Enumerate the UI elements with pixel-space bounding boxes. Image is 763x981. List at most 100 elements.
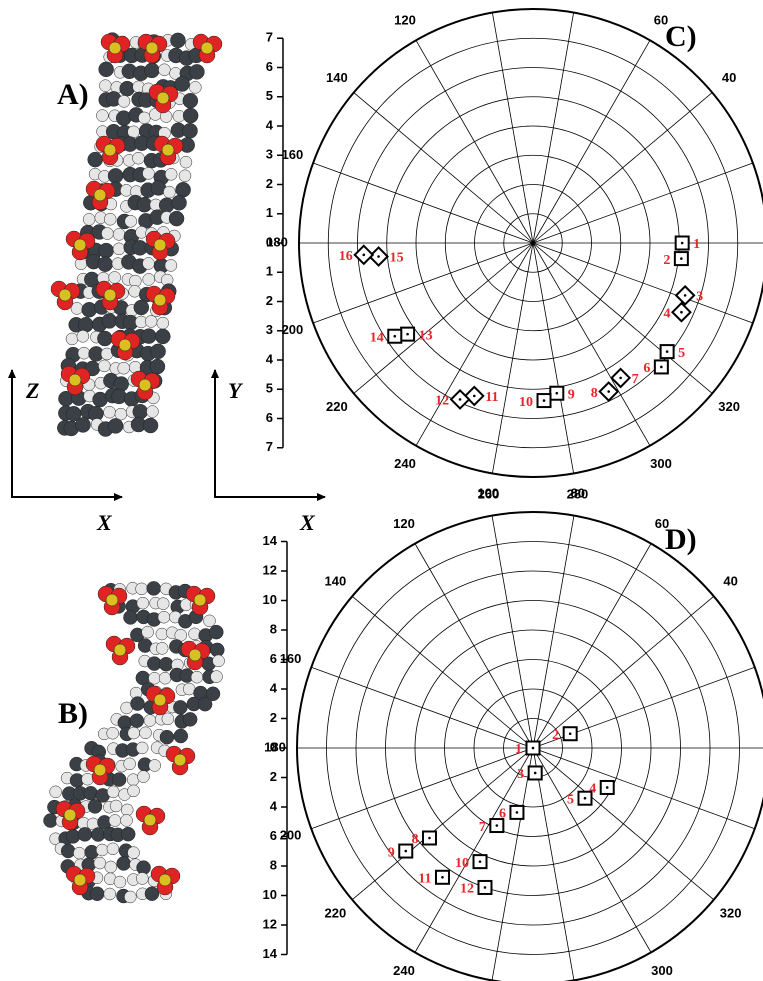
marker-dot bbox=[606, 786, 609, 789]
grid-spoke bbox=[311, 667, 533, 748]
panel-label: A) bbox=[57, 78, 89, 111]
atom bbox=[141, 329, 156, 344]
theta-tick-label: 200 bbox=[282, 322, 304, 337]
atom bbox=[140, 727, 152, 739]
atom bbox=[110, 800, 122, 812]
atom bbox=[156, 642, 168, 654]
marker-dot bbox=[607, 390, 610, 393]
theta-tick-label: 300 bbox=[650, 456, 672, 471]
radial-tick-label: 6 bbox=[270, 651, 277, 666]
marker-dot bbox=[516, 811, 519, 814]
atom bbox=[159, 874, 171, 886]
atom bbox=[64, 809, 76, 821]
atom bbox=[183, 93, 198, 108]
radial-tick-label: 5 bbox=[266, 88, 273, 103]
atom bbox=[108, 418, 123, 433]
point-label: 2 bbox=[663, 253, 670, 268]
point-label: 12 bbox=[435, 394, 449, 409]
atom bbox=[162, 713, 174, 725]
marker-dot bbox=[473, 395, 476, 398]
figure: A) B) Z X Y X C)020406080100120140160180… bbox=[0, 0, 763, 981]
radial-tick-label: 3 bbox=[266, 147, 273, 162]
point-label: 8 bbox=[591, 386, 598, 401]
theta-tick-label: 140 bbox=[326, 70, 348, 85]
page: {"figure": {"panel_a": "A)", "panel_b": … bbox=[0, 0, 763, 981]
atom bbox=[189, 649, 201, 661]
marker-dot bbox=[666, 350, 669, 353]
marker-dot bbox=[680, 257, 683, 260]
atom bbox=[139, 379, 151, 391]
marker-dot bbox=[459, 398, 462, 401]
atom bbox=[113, 228, 125, 240]
panel-label: B) bbox=[58, 697, 88, 730]
marker-dot bbox=[543, 399, 546, 402]
atom bbox=[180, 156, 192, 168]
radial-tick-label: 1 bbox=[266, 264, 273, 279]
point-label: 15 bbox=[390, 251, 404, 266]
atom bbox=[172, 195, 187, 210]
theta-tick-label: 60 bbox=[654, 13, 668, 28]
radial-tick-label: 2 bbox=[270, 710, 277, 725]
point-label: 11 bbox=[418, 872, 431, 887]
atom bbox=[198, 697, 212, 711]
atom bbox=[129, 285, 141, 297]
theta-tick-label: 120 bbox=[393, 516, 415, 531]
radial-tick-label: 4 bbox=[266, 117, 274, 132]
atom bbox=[98, 360, 110, 372]
atom bbox=[143, 273, 155, 285]
atom bbox=[179, 170, 191, 182]
atom bbox=[104, 289, 116, 301]
marker-dot bbox=[555, 392, 558, 395]
atom bbox=[107, 786, 119, 798]
radial-tick-label: 6 bbox=[270, 828, 277, 843]
marker-dot bbox=[680, 311, 683, 314]
atom bbox=[169, 211, 184, 226]
atom bbox=[104, 144, 116, 156]
point-label: 1 bbox=[693, 237, 700, 252]
marker-dot bbox=[496, 824, 499, 827]
atom bbox=[173, 700, 187, 714]
atom bbox=[104, 406, 116, 418]
marker-dot bbox=[406, 333, 409, 336]
theta-tick-label: 160 bbox=[282, 147, 304, 162]
atom bbox=[88, 152, 103, 167]
point-label: 12 bbox=[460, 882, 474, 897]
atom bbox=[136, 583, 148, 595]
radial-tick-label: 8 bbox=[270, 621, 277, 636]
atom bbox=[162, 144, 174, 156]
theta-tick-label: 160 bbox=[280, 651, 302, 666]
point-label: 1 bbox=[515, 742, 522, 757]
radial-tick-label: 6 bbox=[266, 410, 273, 425]
marker-dot bbox=[681, 242, 684, 245]
marker-dot bbox=[393, 335, 396, 338]
atom bbox=[73, 847, 85, 859]
atom bbox=[174, 729, 188, 743]
atom bbox=[98, 257, 113, 272]
point-label: 7 bbox=[479, 820, 486, 835]
radial-tick-label: 1 bbox=[266, 205, 273, 220]
radial-tick-label: 3 bbox=[266, 322, 273, 337]
atom bbox=[154, 694, 166, 706]
theta-tick-label: 60 bbox=[655, 516, 669, 531]
atom bbox=[128, 785, 140, 797]
radial-tick-label: 2 bbox=[266, 293, 273, 308]
atom bbox=[117, 856, 131, 870]
theta-tick-label: 300 bbox=[651, 963, 673, 978]
atom bbox=[88, 799, 102, 813]
point-label: 9 bbox=[568, 387, 575, 402]
radial-tick-label: 10 bbox=[263, 592, 277, 607]
point-label: 5 bbox=[678, 346, 685, 361]
atom bbox=[94, 189, 106, 201]
atom bbox=[107, 727, 119, 739]
theta-tick-label: 100 bbox=[477, 485, 499, 500]
atom bbox=[136, 742, 148, 754]
atom bbox=[144, 63, 159, 78]
grid-spoke bbox=[533, 748, 755, 829]
atom bbox=[191, 671, 203, 683]
atom bbox=[99, 243, 114, 258]
marker-dot bbox=[484, 886, 487, 889]
atom bbox=[109, 271, 121, 283]
atom bbox=[128, 126, 140, 138]
atom bbox=[124, 891, 136, 903]
atom bbox=[176, 182, 191, 197]
